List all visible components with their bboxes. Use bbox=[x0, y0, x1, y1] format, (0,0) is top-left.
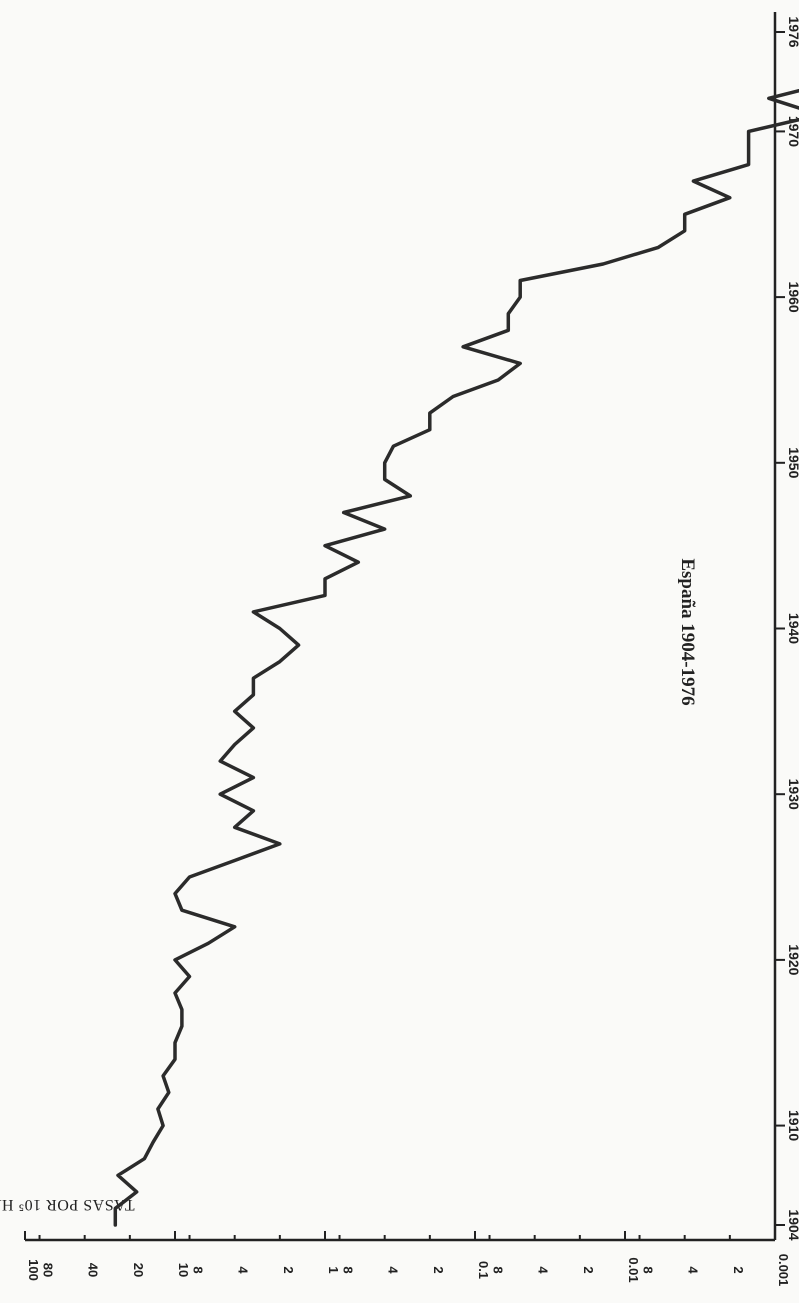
y-tick-label: 8 bbox=[191, 1266, 206, 1273]
y-tick-label: 4 bbox=[236, 1266, 251, 1274]
x-tick-label: 1904 bbox=[786, 1209, 799, 1240]
y-tick-label: 4 bbox=[386, 1266, 401, 1274]
y-tick-label: 2 bbox=[731, 1266, 746, 1273]
y-tick-label: 2 bbox=[281, 1266, 296, 1273]
data-series-line bbox=[113, 88, 799, 1227]
y-tick-label: 20 bbox=[131, 1263, 146, 1277]
y-tick-label: 2 bbox=[581, 1266, 596, 1273]
y-tick-label: 4 bbox=[686, 1266, 701, 1274]
x-tick-label: 1920 bbox=[786, 944, 799, 975]
x-tick-label: 1950 bbox=[786, 447, 799, 478]
x-tick-label: 1976 bbox=[786, 16, 799, 47]
x-tick-label: 1910 bbox=[786, 1110, 799, 1141]
y-tick-label: 0.001 bbox=[776, 1254, 791, 1287]
chart-title: España 1904-1976 bbox=[677, 558, 698, 705]
y-tick-label: 0.01 bbox=[626, 1257, 641, 1282]
y-tick-label: 10 bbox=[176, 1263, 191, 1277]
y-tick-label: 1 bbox=[326, 1266, 341, 1273]
x-tick-label: 1940 bbox=[786, 613, 799, 644]
x-tick-label: 1960 bbox=[786, 282, 799, 313]
y-axis-label: TASAS POR 10⁵ HABITANTES bbox=[0, 1196, 135, 1213]
y-tick-label: 8 bbox=[341, 1266, 356, 1273]
y-tick-label: 100 bbox=[26, 1259, 41, 1281]
y-tick-label: 80 bbox=[41, 1263, 56, 1277]
y-axis-ticks: 100 80 40 20 10 8 4 2 1 8 4 2 0.1 8 4 2 0.01 8 4 2 0.001 bbox=[24, 1231, 791, 1287]
y-tick-label: 2 bbox=[431, 1266, 446, 1273]
y-tick-label: 8 bbox=[491, 1266, 506, 1273]
y-tick-label: 40 bbox=[86, 1263, 101, 1277]
x-tick-label: 1930 bbox=[786, 779, 799, 810]
y-tick-label: 4 bbox=[536, 1266, 551, 1274]
y-tick-label: 0.1 bbox=[476, 1261, 491, 1279]
y-tick-label: 8 bbox=[641, 1266, 656, 1273]
